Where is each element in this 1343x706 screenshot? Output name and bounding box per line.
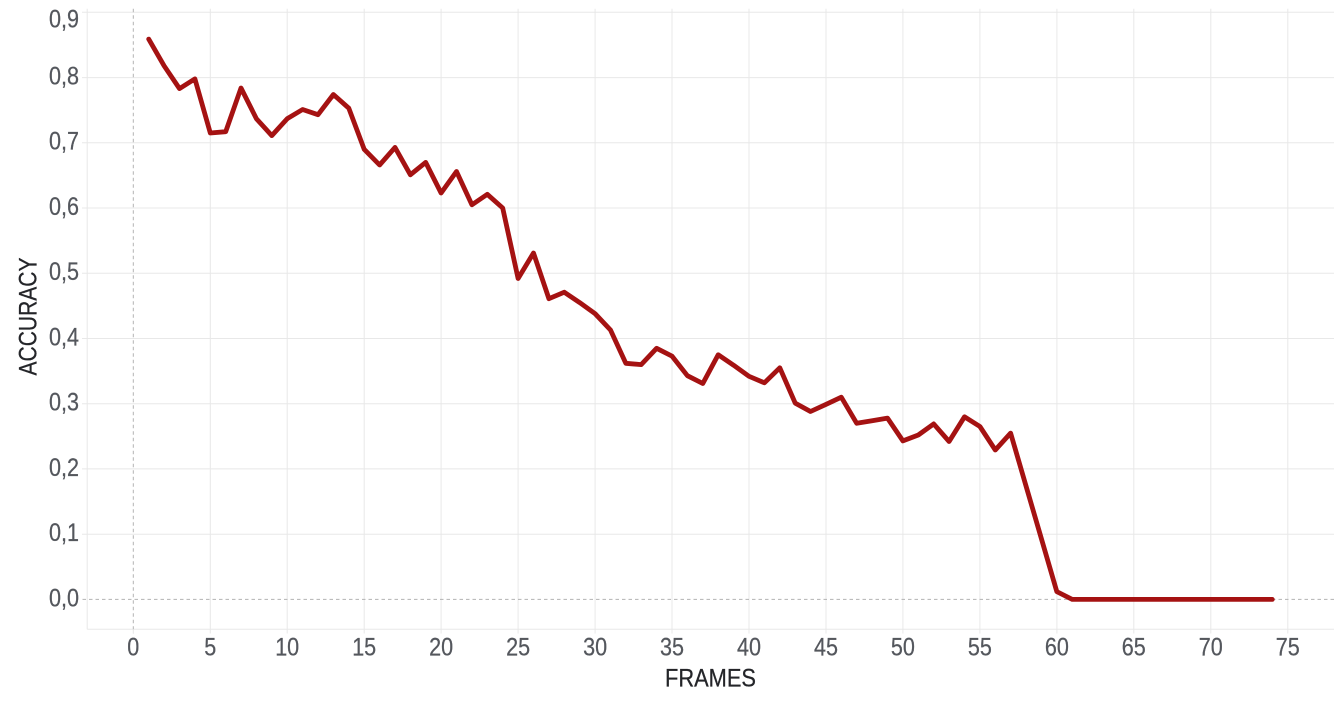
svg-text:FRAMES: FRAMES (665, 665, 756, 693)
svg-text:40: 40 (737, 634, 761, 662)
svg-text:60: 60 (1045, 634, 1069, 662)
svg-text:45: 45 (814, 634, 838, 662)
svg-text:15: 15 (352, 634, 376, 662)
svg-text:25: 25 (506, 634, 530, 662)
svg-text:65: 65 (1122, 634, 1146, 662)
svg-text:0,0: 0,0 (49, 584, 79, 612)
svg-text:70: 70 (1199, 634, 1223, 662)
svg-text:30: 30 (583, 634, 607, 662)
svg-text:0,1: 0,1 (49, 519, 79, 547)
svg-text:0,2: 0,2 (49, 454, 79, 482)
svg-text:0,7: 0,7 (49, 128, 79, 156)
svg-text:5: 5 (204, 634, 216, 662)
svg-text:0: 0 (127, 634, 139, 662)
svg-text:0,6: 0,6 (49, 193, 79, 221)
svg-text:20: 20 (429, 634, 453, 662)
svg-text:0,3: 0,3 (49, 389, 79, 417)
svg-text:50: 50 (891, 634, 915, 662)
svg-text:0,4: 0,4 (49, 323, 79, 351)
svg-text:35: 35 (660, 634, 684, 662)
svg-text:0,5: 0,5 (49, 258, 79, 286)
svg-text:ACCURACY: ACCURACY (15, 257, 43, 375)
svg-text:0,8: 0,8 (49, 63, 79, 91)
svg-text:0,9: 0,9 (49, 6, 79, 34)
svg-text:75: 75 (1276, 634, 1300, 662)
svg-text:55: 55 (968, 634, 992, 662)
svg-text:10: 10 (275, 634, 299, 662)
